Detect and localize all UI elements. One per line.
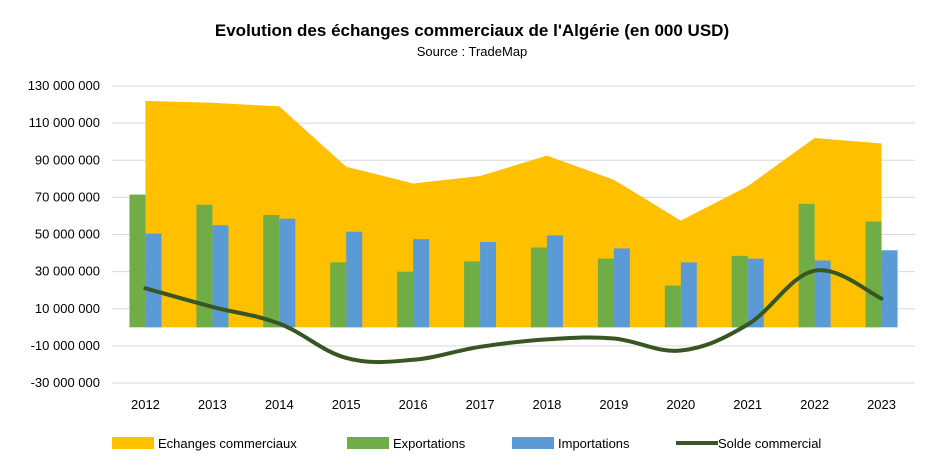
x-tick-label: 2018: [532, 397, 561, 412]
x-tick-label: 2015: [332, 397, 361, 412]
y-tick-label: 30 000 000: [35, 264, 100, 279]
bar-importations: [747, 258, 764, 328]
bar-importations: [613, 248, 630, 328]
bar-exportations: [196, 204, 213, 328]
x-tick-label: 2017: [466, 397, 495, 412]
axes: -30 000 000 -10 000 000 10 000 000 30 000 0…: [28, 78, 896, 412]
bar-importations: [680, 262, 697, 328]
line-series: [143, 268, 884, 365]
bar-exportations: [597, 258, 614, 328]
y-tick-label: 90 000 000: [35, 152, 100, 167]
bar-series: [129, 194, 898, 328]
y-tick-label: -30 000 000: [31, 375, 100, 390]
y-tick-label: 10 000 000: [35, 301, 100, 316]
y-tick-label: -10 000 000: [31, 338, 100, 353]
bar-exportations: [263, 215, 280, 328]
bar-importations: [546, 235, 563, 328]
bar-importations: [881, 250, 898, 328]
x-tick-label: 2016: [399, 397, 428, 412]
bar-importations: [413, 239, 430, 328]
x-tick-label: 2021: [733, 397, 762, 412]
legend-importations-label: Importations: [558, 436, 630, 451]
bar-exportations: [865, 221, 882, 328]
bar-importations: [212, 225, 229, 328]
x-tick-label: 2023: [867, 397, 896, 412]
bar-exportations: [798, 203, 815, 328]
bar-exportations: [397, 271, 414, 328]
bar-exportations: [530, 247, 547, 328]
x-tick-label: 2012: [131, 397, 160, 412]
x-tick-label: 2019: [599, 397, 628, 412]
y-tick-label: 50 000 000: [35, 227, 100, 242]
legend-exportations-label: Exportations: [393, 436, 466, 451]
bar-exportations: [129, 194, 146, 328]
bar-importations: [279, 218, 296, 328]
bar-importations: [145, 233, 162, 328]
bar-exportations: [731, 255, 748, 328]
area-series: [145, 100, 882, 328]
x-tick-label: 2014: [265, 397, 294, 412]
legend-exportations-swatch: [347, 437, 389, 449]
chart-subtitle: Source : TradeMap: [417, 44, 528, 59]
y-tick-label: 130 000 000: [28, 78, 100, 93]
line-solde-commercial: [143, 268, 884, 365]
legend: Echanges commerciaux Exportations Importat…: [112, 436, 821, 451]
bar-importations: [480, 241, 497, 328]
x-tick-label: 2013: [198, 397, 227, 412]
legend-importations-swatch: [512, 437, 554, 449]
bar-exportations: [330, 262, 347, 328]
y-tick-label: 70 000 000: [35, 189, 100, 204]
legend-echanges-commerciaux-swatch: [112, 437, 154, 449]
legend-solde-commercial-label: Solde commercial: [718, 436, 821, 451]
y-tick-label: 110 000 000: [29, 115, 100, 130]
bar-importations: [814, 260, 831, 328]
x-tick-label: 2020: [666, 397, 695, 412]
bar-exportations: [664, 285, 681, 328]
x-tick-label: 2022: [800, 397, 829, 412]
bar-exportations: [464, 261, 481, 328]
area-echanges-commerciaux: [145, 100, 882, 328]
bar-importations: [346, 231, 363, 328]
legend-echanges-commerciaux-label: Echanges commerciaux: [158, 436, 297, 451]
chart-title: Evolution des échanges commerciaux de l'…: [215, 21, 729, 40]
